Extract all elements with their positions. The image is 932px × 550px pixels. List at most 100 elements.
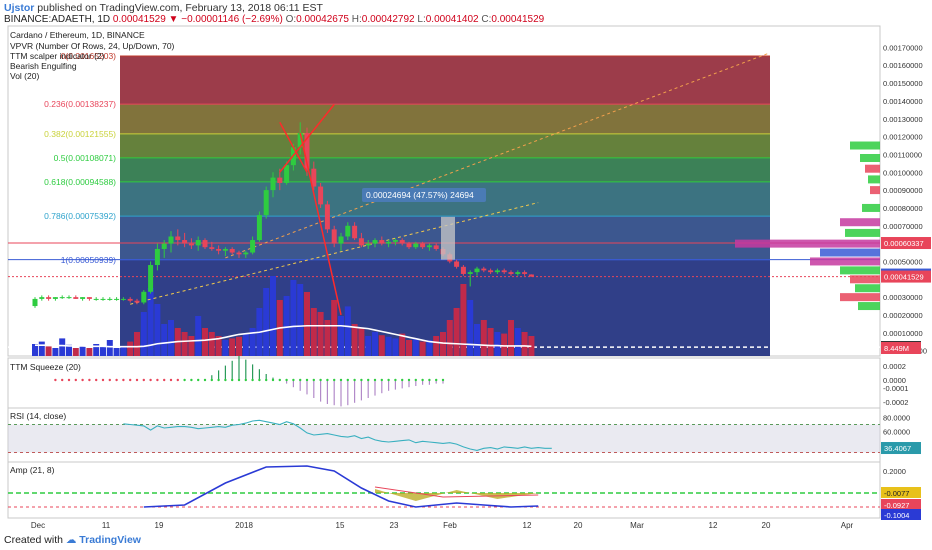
volume-bar [378, 335, 385, 356]
time-axis-tick: 15 [336, 521, 345, 530]
squeeze-dot [387, 378, 390, 382]
candle-body [250, 240, 256, 253]
squeeze-label: TTM Squeeze (20) [10, 362, 81, 372]
legend-item: Bearish Engulfing [10, 61, 77, 71]
candle-body [216, 248, 222, 251]
volume-bar [344, 306, 351, 356]
volume-bar [229, 338, 236, 356]
squeeze-dot [197, 378, 200, 382]
amp-value-label: -0.1004 [884, 511, 909, 520]
squeeze-dot [278, 378, 281, 382]
volume-bar [324, 320, 331, 356]
volume-bar [399, 333, 406, 356]
candle-body [399, 240, 405, 244]
published-text: published on TradingView.com, February 1… [37, 2, 323, 14]
squeeze-axis-tick: 0.0002 [883, 362, 906, 371]
fib-band [120, 55, 770, 105]
volume-bar [372, 332, 378, 356]
candle-body [297, 133, 303, 148]
squeeze-axis-tick: -0.0001 [883, 384, 908, 393]
volume-bar [467, 300, 474, 356]
vpvr-bar [870, 186, 880, 195]
volume-bar [168, 320, 174, 356]
squeeze-dot [115, 378, 118, 382]
squeeze-dot [414, 378, 417, 382]
volume-bar [297, 284, 304, 356]
candle-body [528, 274, 534, 277]
volume-bar [453, 308, 460, 356]
candle-body [406, 243, 412, 248]
candle-body [474, 268, 480, 273]
squeeze-dot [67, 378, 71, 382]
squeeze-axis-tick: 0.0000 [883, 376, 906, 385]
legend-item: Vol (20) [10, 71, 39, 81]
squeeze-dot [292, 378, 295, 382]
candle-body [508, 272, 514, 274]
squeeze-dot [149, 378, 152, 382]
high-value: 0.00042792 [361, 14, 415, 25]
squeeze-dot [333, 378, 336, 382]
volume-bar [270, 276, 276, 356]
low-value: 0.00041402 [425, 14, 479, 25]
candle-body [256, 215, 262, 241]
candle-body [460, 266, 466, 274]
volume-bar [72, 348, 79, 356]
volume-bar [263, 288, 270, 356]
price-axis-tick: 0.00170000 [883, 43, 923, 52]
tradingview-brand[interactable]: TradingView [79, 534, 141, 546]
volume-bar [412, 338, 419, 356]
volume-bar [474, 324, 480, 356]
volume-bar [147, 288, 154, 356]
projection-arrow-down [279, 121, 308, 173]
squeeze-dot [224, 378, 227, 382]
candle-body [229, 248, 235, 253]
amp-signal-line [374, 486, 539, 498]
price-axis-tick: 0.00140000 [883, 97, 923, 106]
candle-body [481, 268, 487, 271]
candle-body [141, 291, 147, 303]
tradingview-logo-icon: ☁ [65, 534, 77, 546]
price-axis-tick: 0.00110000 [883, 150, 922, 159]
candle-body [304, 133, 310, 169]
squeeze-dot [74, 378, 78, 382]
close-value: 0.00041529 [491, 14, 545, 25]
amp-value-label-bg [881, 487, 921, 498]
time-axis-tick: 12 [523, 521, 532, 530]
amp-value-label: -0.0927 [884, 501, 909, 510]
volume-bar [331, 300, 338, 356]
candle-body [222, 248, 228, 251]
last-price-label: 0.00041529 [884, 273, 924, 282]
candle-body [154, 248, 160, 266]
fib-label: 0.236(0.00138237) [44, 99, 116, 109]
volume-bar [487, 328, 494, 356]
vpvr-bar [850, 141, 880, 150]
candle-body [39, 297, 45, 299]
author-name[interactable]: Ujstor [4, 2, 35, 14]
volume-bar [501, 333, 508, 356]
symbol-label: BINANCE:ADAETH, 1D [4, 14, 111, 25]
volume-bar [154, 304, 161, 356]
volume-bar [127, 341, 134, 356]
candle-body [182, 240, 188, 244]
candle-body [426, 245, 432, 248]
squeeze-dot [108, 378, 112, 382]
squeeze-dot [380, 378, 383, 382]
volume-bar [100, 346, 106, 356]
volume-bar [236, 336, 242, 356]
volume-bar [358, 328, 365, 356]
squeeze-dot [142, 378, 145, 382]
time-axis-tick: 20 [762, 521, 771, 530]
vpvr-bar [862, 203, 880, 212]
measure-box [441, 216, 455, 260]
volume-bar [460, 284, 467, 356]
price-axis-tick: 0.00010000 [883, 329, 923, 338]
time-axis-tick: 20 [574, 521, 583, 530]
candle-body [93, 298, 99, 300]
candle-body [270, 177, 276, 191]
squeeze-dot [271, 378, 275, 382]
volume-bar [134, 332, 140, 356]
price-axis-tick: 0.00070000 [883, 222, 923, 231]
candle-body [345, 225, 351, 237]
time-axis-tick: Feb [443, 521, 457, 530]
